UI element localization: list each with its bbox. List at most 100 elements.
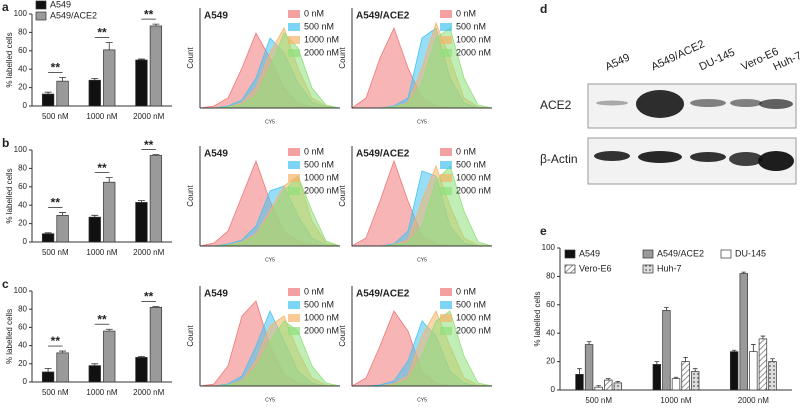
legend-swatch	[440, 327, 452, 335]
ace2-bands	[596, 90, 793, 118]
error-bar	[105, 177, 113, 183]
y-tick-label: 80	[546, 272, 555, 281]
chart-title: A549/ACE2	[356, 289, 410, 300]
bar	[135, 202, 148, 243]
error-bar	[673, 376, 679, 379]
bar	[149, 307, 163, 383]
x-tick-label: 2000 nM	[133, 112, 164, 121]
error-bar	[760, 335, 766, 339]
y-tick-label: 60	[18, 323, 27, 332]
legend-label: 1000 nM	[456, 172, 491, 182]
error-bar	[44, 91, 52, 95]
error-bar	[152, 23, 160, 26]
legend-label: 500 nM	[304, 299, 334, 309]
bar	[88, 216, 101, 243]
y-tick-label: 80	[18, 304, 27, 313]
y-axis-label: % labelled cells	[5, 309, 14, 364]
legend-label: 0 nM	[304, 286, 324, 296]
bar	[135, 357, 148, 383]
legend-swatch	[440, 49, 452, 57]
panel-label: b	[2, 136, 9, 150]
y-tick-label: 40	[546, 328, 555, 337]
y-tick-label: 40	[18, 64, 27, 73]
error-bar	[105, 328, 113, 332]
legend-swatch	[564, 264, 576, 274]
legend-swatch	[288, 327, 300, 335]
legend-label: 0 nM	[304, 8, 324, 18]
bar	[149, 155, 163, 243]
bar	[88, 79, 101, 107]
legend-swatch	[440, 174, 452, 182]
legend-swatch	[440, 288, 452, 296]
error-bar	[751, 344, 756, 352]
legend-swatch	[288, 174, 300, 182]
y-tick-label: 100	[542, 243, 556, 252]
y-axis-label: Count	[186, 185, 195, 207]
x-tick-label: 500 nM	[585, 396, 612, 405]
legend-label: Vero-E6	[579, 263, 612, 273]
x-tick-label: 2000 nM	[738, 396, 769, 405]
legend-label: 1000 nM	[304, 34, 339, 44]
bar	[149, 25, 163, 107]
bar	[88, 365, 101, 383]
legend-swatch	[642, 264, 654, 274]
y-axis-label: Count	[338, 47, 347, 69]
annotation: **	[97, 161, 107, 175]
error-bar	[44, 232, 52, 234]
error-bar	[91, 363, 99, 366]
bar	[135, 59, 148, 107]
legend-label: A549/ACE2	[657, 248, 704, 258]
error-bar	[741, 271, 747, 274]
legend-label: 1000 nM	[456, 34, 491, 44]
legend-label: A549/ACE2	[50, 10, 97, 20]
x-tick-label: 500 nM	[42, 112, 69, 121]
x-axis-label: CY5	[417, 119, 427, 125]
bar	[41, 371, 55, 383]
error-bar	[586, 341, 592, 345]
y-tick-label: 40	[18, 341, 27, 350]
row-label: β-Actin	[540, 152, 578, 166]
error-bar	[692, 368, 698, 372]
panel-label: e	[540, 224, 547, 238]
legend-label: 500 nM	[456, 299, 486, 309]
legend-swatch	[440, 148, 452, 156]
legend-swatch	[440, 301, 452, 309]
bar	[613, 382, 623, 391]
x-axis-label: CY5	[417, 397, 427, 403]
legend-swatch	[288, 36, 300, 44]
annotation: **	[144, 290, 154, 304]
bar	[662, 310, 671, 391]
legend-label: A549	[579, 248, 600, 258]
x-tick-label: 2000 nM	[133, 388, 164, 397]
y-tick-label: 100	[14, 286, 28, 295]
annotation: **	[97, 26, 107, 40]
x-tick-label: 500 nM	[42, 248, 69, 257]
chart-title: A549	[204, 149, 228, 160]
error-bar	[44, 367, 52, 372]
legend-swatch	[288, 301, 300, 309]
error-bar	[596, 385, 601, 388]
legend-label: 2000 nM	[456, 325, 491, 335]
annotation: **	[97, 312, 107, 326]
legend-swatch	[440, 36, 452, 44]
chart-title: A549/ACE2	[356, 149, 410, 160]
row-label: ACE2	[540, 98, 572, 112]
bar	[739, 273, 748, 391]
legend-label: 1000 nM	[304, 172, 339, 182]
legend-label: 0 nM	[456, 146, 476, 156]
legend-swatch	[35, 11, 47, 21]
error-bar	[152, 154, 160, 156]
error-bar	[731, 349, 737, 352]
legend-swatch	[288, 49, 300, 57]
bar	[681, 361, 690, 391]
legend-swatch	[288, 10, 300, 18]
bar	[103, 330, 116, 383]
error-bar	[683, 356, 688, 362]
y-tick-label: 60	[18, 182, 27, 191]
histogram-area	[200, 175, 341, 247]
histogram-area	[200, 32, 341, 109]
y-tick-label: 0	[551, 385, 556, 394]
error-bar	[137, 200, 145, 203]
legend-swatch	[720, 249, 732, 259]
